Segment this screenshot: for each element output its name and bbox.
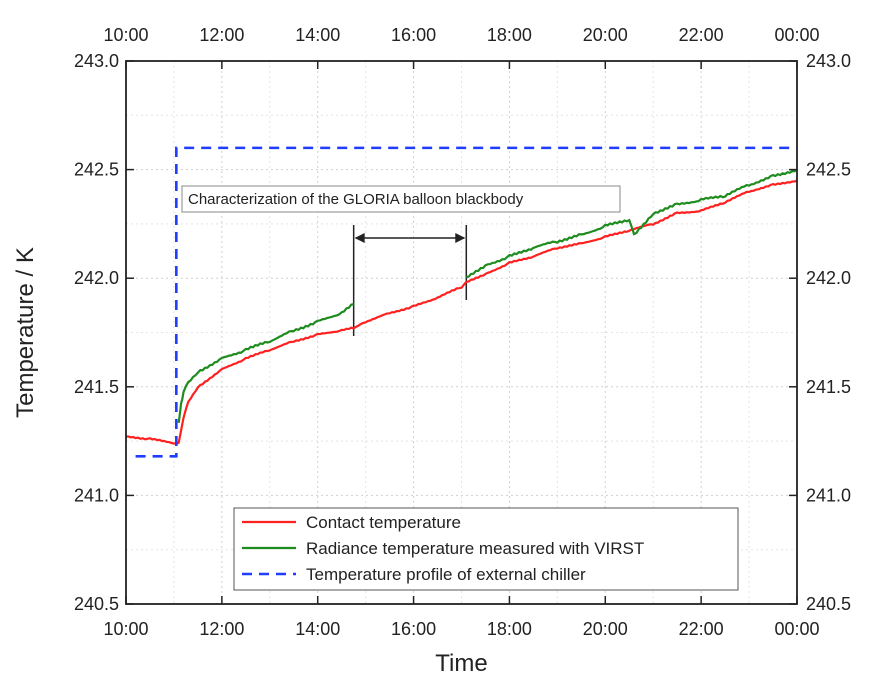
x-tick-label-bottom: 20:00 [583,619,628,639]
x-tick-label-bottom: 18:00 [487,619,532,639]
x-tick-label-bottom: 22:00 [679,619,724,639]
y-tick-label-left: 241.0 [74,485,119,505]
x-axis-label: Time [435,650,487,677]
legend-entry-contact: Contact temperature [306,513,461,532]
legend: Contact temperature Radiance temperature… [233,507,739,591]
series-line-radiance-segment-0 [177,303,354,423]
x-tick-label-top: 20:00 [583,25,628,45]
series-line-radiance-segment-1 [466,168,798,279]
y-tick-label-left: 241.5 [74,377,119,397]
x-tick-label-bottom: 10:00 [103,619,148,639]
annotation-layer: Characterization of the GLORIA balloon b… [181,185,621,336]
y-tick-label-right: 242.0 [806,268,851,288]
x-tick-label-top: 12:00 [199,25,244,45]
x-tick-label-top: 18:00 [487,25,532,45]
annotation-text: Characterization of the GLORIA balloon b… [188,191,524,208]
x-tick-label-top: 14:00 [295,25,340,45]
y-tick-label-left: 242.5 [74,160,119,180]
tick-labels: 10:00 10:00 12:00 12:00 14:00 14:00 16:00 16:00… [74,25,851,639]
x-tick-label-top: 22:00 [679,25,724,45]
x-tick-label-top: 16:00 [391,25,436,45]
annotation-box [181,185,621,213]
y-tick-label-left: 240.5 [74,594,119,614]
y-tick-label-right: 240.5 [806,594,851,614]
x-tick-label-top: 10:00 [103,25,148,45]
legend-entry-radiance: Radiance temperature measured with VIRST [306,539,644,558]
y-axis-label: Temperature / K [12,247,39,418]
y-tick-label-left: 242.0 [74,268,119,288]
series-layer [125,146,798,458]
y-tick-label-right: 241.5 [806,377,851,397]
y-tick-label-right: 241.0 [806,485,851,505]
legend-entry-chiller: Temperature profile of external chiller [306,565,586,584]
y-tick-label-right: 243.0 [806,51,851,71]
legend-box [233,507,739,591]
x-tick-label-bottom: 14:00 [295,619,340,639]
y-tick-label-left: 243.0 [74,51,119,71]
tick-marks [125,60,798,605]
gap-arrow-head-left [354,233,365,243]
x-tick-label-top: 00:00 [774,25,819,45]
x-tick-label-bottom: 00:00 [774,619,819,639]
gap-arrow-head-right [455,233,466,243]
x-tick-label-bottom: 16:00 [391,619,436,639]
series-line-contact [125,179,798,445]
plot-frame [125,60,798,605]
y-tick-label-right: 242.5 [806,160,851,180]
series-line-chiller [135,146,797,458]
x-tick-label-bottom: 12:00 [199,619,244,639]
